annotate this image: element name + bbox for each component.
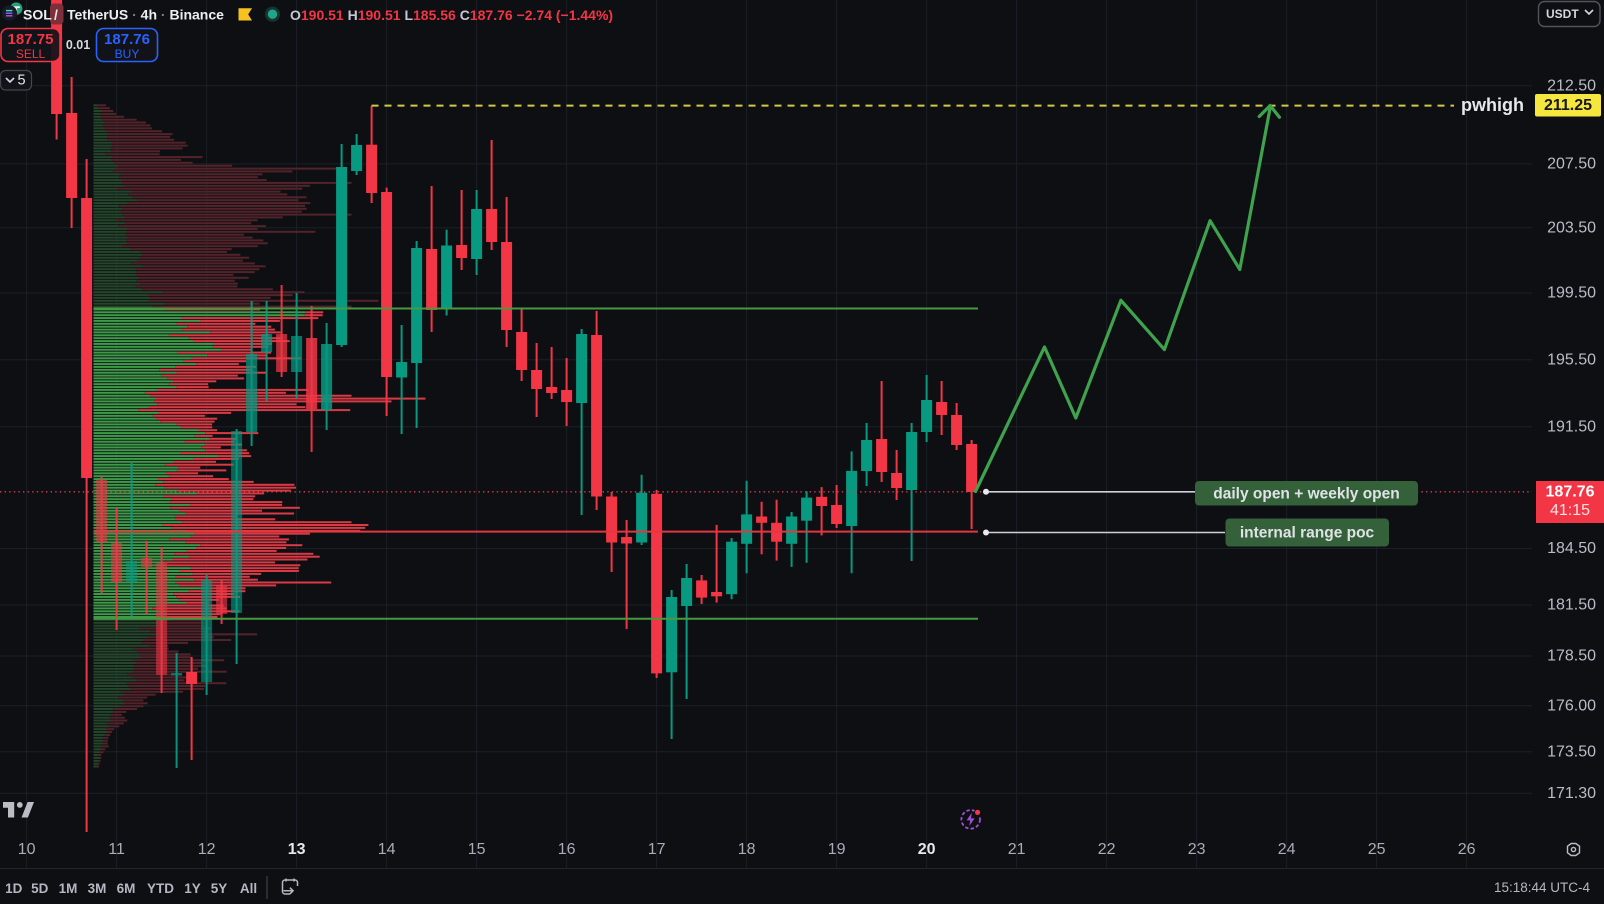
svg-text:191.50: 191.50 — [1547, 418, 1596, 435]
svg-text:5Y: 5Y — [211, 881, 228, 896]
svg-text:daily open + weekly open: daily open + weekly open — [1213, 485, 1400, 502]
svg-text:12: 12 — [198, 841, 216, 858]
svg-text:SELL: SELL — [16, 47, 46, 61]
svg-text:1Y: 1Y — [184, 881, 201, 896]
svg-text:O190.51 H190.51 L185.56 C187.7: O190.51 H190.51 L185.56 C187.76 −2.74 (−… — [290, 7, 613, 23]
svg-text:USDT: USDT — [1546, 7, 1579, 21]
svg-text:internal range poc: internal range poc — [1240, 525, 1375, 542]
svg-text:1M: 1M — [59, 881, 78, 896]
svg-text:1D: 1D — [5, 881, 23, 896]
svg-text:BUY: BUY — [115, 47, 140, 61]
svg-text:All: All — [240, 881, 257, 896]
svg-text:21: 21 — [1008, 841, 1026, 858]
svg-text:/: / — [54, 7, 58, 23]
svg-text:211.25: 211.25 — [1544, 97, 1592, 114]
svg-text:195.50: 195.50 — [1547, 351, 1596, 368]
svg-text:13: 13 — [288, 841, 306, 858]
svg-text:5: 5 — [17, 72, 25, 88]
svg-text:18: 18 — [738, 841, 756, 858]
svg-text:pwhigh: pwhigh — [1461, 95, 1524, 115]
svg-text:178.50: 178.50 — [1547, 648, 1596, 665]
svg-text:14: 14 — [378, 841, 396, 858]
svg-text:15:18:44 UTC-4: 15:18:44 UTC-4 — [1494, 880, 1591, 895]
svg-text:19: 19 — [828, 841, 846, 858]
svg-text:15: 15 — [468, 841, 486, 858]
svg-text:16: 16 — [558, 841, 576, 858]
svg-text:6M: 6M — [117, 881, 136, 896]
svg-text:5D: 5D — [31, 881, 49, 896]
svg-text:11: 11 — [108, 841, 125, 858]
svg-text:176.00: 176.00 — [1547, 697, 1596, 714]
svg-text:199.50: 199.50 — [1547, 285, 1596, 302]
svg-text:203.50: 203.50 — [1547, 219, 1596, 236]
svg-text:212.50: 212.50 — [1547, 77, 1596, 94]
svg-text:207.50: 207.50 — [1547, 155, 1596, 172]
svg-text:181.50: 181.50 — [1547, 597, 1596, 614]
svg-text:YTD: YTD — [147, 881, 174, 896]
svg-text:171.30: 171.30 — [1547, 785, 1596, 802]
svg-text:187.75: 187.75 — [8, 31, 54, 48]
svg-text:187.76: 187.76 — [104, 31, 150, 48]
svg-text:41:15: 41:15 — [1550, 502, 1590, 519]
svg-text:SOL: SOL — [23, 7, 52, 23]
svg-text:17: 17 — [648, 841, 666, 858]
svg-text:TetherUS · 4h · Binance: TetherUS · 4h · Binance — [67, 7, 224, 23]
svg-text:25: 25 — [1368, 841, 1386, 858]
svg-text:187.76: 187.76 — [1546, 484, 1595, 501]
svg-text:26: 26 — [1458, 841, 1476, 858]
svg-text:10: 10 — [18, 841, 36, 858]
svg-text:22: 22 — [1098, 841, 1116, 858]
svg-text:0.01: 0.01 — [66, 38, 90, 52]
svg-text:23: 23 — [1188, 841, 1206, 858]
svg-text:184.50: 184.50 — [1547, 540, 1596, 557]
svg-text:3M: 3M — [88, 881, 107, 896]
svg-text:20: 20 — [918, 841, 936, 858]
svg-text:173.50: 173.50 — [1547, 743, 1596, 760]
svg-text:24: 24 — [1278, 841, 1296, 858]
